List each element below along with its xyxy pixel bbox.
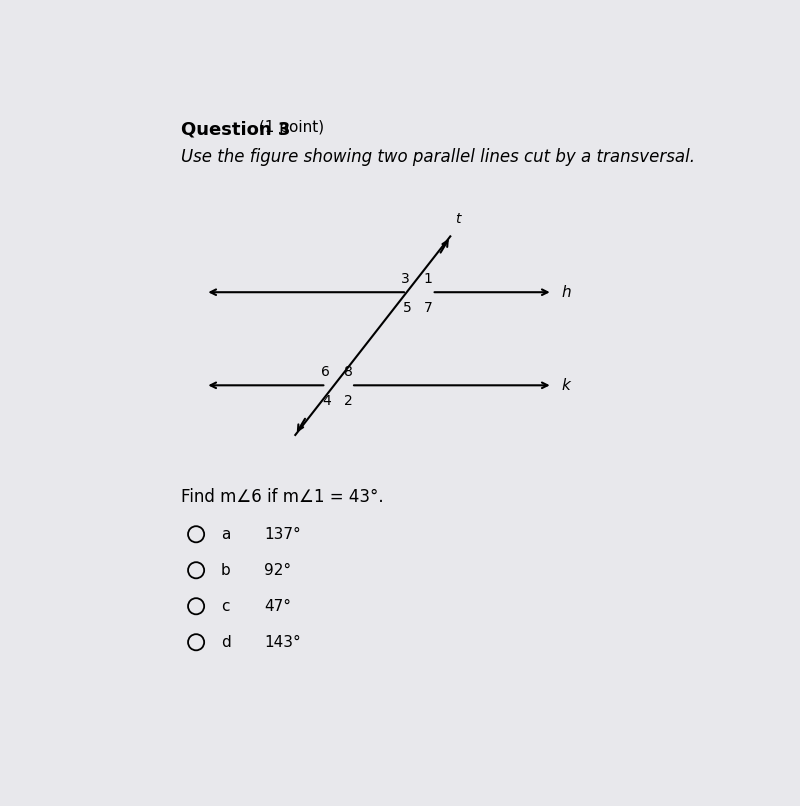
Text: 47°: 47° (264, 599, 291, 613)
Text: (1 point): (1 point) (254, 120, 324, 135)
Text: 143°: 143° (264, 635, 301, 650)
Text: 2: 2 (344, 394, 353, 408)
Text: 92°: 92° (264, 563, 291, 578)
Text: c: c (221, 599, 230, 613)
Text: 7: 7 (424, 301, 432, 314)
Text: a: a (221, 527, 230, 542)
Text: 137°: 137° (264, 527, 301, 542)
Text: Question 3: Question 3 (181, 120, 290, 139)
Text: t: t (454, 212, 460, 226)
Text: 3: 3 (402, 272, 410, 285)
Text: d: d (221, 635, 230, 650)
Text: h: h (562, 285, 571, 300)
Text: 5: 5 (402, 301, 411, 314)
Text: b: b (221, 563, 230, 578)
Text: 1: 1 (423, 272, 433, 285)
Text: 4: 4 (322, 394, 330, 408)
Text: 6: 6 (321, 364, 330, 379)
Text: k: k (562, 378, 570, 393)
Text: Find m∠6 if m∠1 = 43°.: Find m∠6 if m∠1 = 43°. (181, 488, 383, 505)
Text: 8: 8 (344, 364, 353, 379)
Text: Use the figure showing two parallel lines cut by a transversal.: Use the figure showing two parallel line… (181, 147, 694, 165)
